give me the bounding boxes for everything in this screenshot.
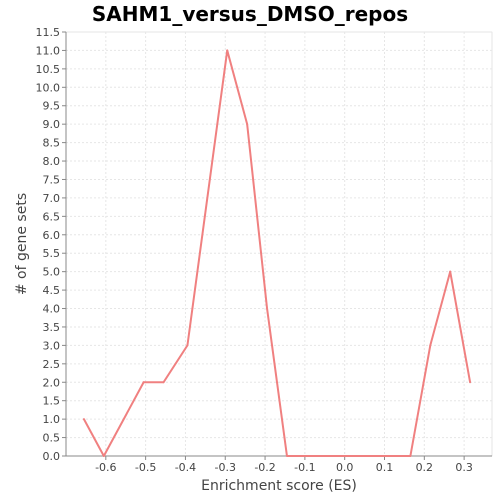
x-tick-label: 0.2 xyxy=(416,461,434,474)
data-point xyxy=(429,344,432,347)
data-point xyxy=(142,381,145,384)
y-tick-label: 3.0 xyxy=(43,339,61,352)
y-tick-label: 3.5 xyxy=(43,321,61,334)
data-point xyxy=(325,455,328,457)
y-tick-label: 4.0 xyxy=(43,303,61,316)
y-tick-label: 7.0 xyxy=(43,192,61,205)
y-tick-label: 9.0 xyxy=(43,118,61,131)
data-point xyxy=(409,455,412,457)
x-tick-label: 0.0 xyxy=(336,461,354,474)
x-tick-label: -0.4 xyxy=(175,461,196,474)
y-tick-label: 8.0 xyxy=(43,155,61,168)
data-point xyxy=(345,455,348,457)
y-tick-label: 7.5 xyxy=(43,173,61,186)
y-tick-label: 0.0 xyxy=(43,450,61,463)
data-point xyxy=(102,455,105,457)
y-tick-label: 1.0 xyxy=(43,413,61,426)
data-point xyxy=(365,455,368,457)
y-tick-label: 10.5 xyxy=(36,63,61,76)
data-point xyxy=(226,49,229,52)
x-tick-label: -0.2 xyxy=(254,461,275,474)
x-tick-label: 0.1 xyxy=(376,461,394,474)
data-point xyxy=(82,418,85,421)
y-tick-label: 5.0 xyxy=(43,266,61,279)
y-tick-label: 1.5 xyxy=(43,395,61,408)
data-point xyxy=(285,455,288,457)
x-tick-label: -0.1 xyxy=(294,461,315,474)
y-tick-label: 6.5 xyxy=(43,210,61,223)
data-point xyxy=(469,381,472,384)
y-tick-label: 11.5 xyxy=(36,26,61,39)
axes: 0.0 0.5 1.0 1.5 2.0 2.5 3.0 3.5 4.0 4.5 5.0 5.5 6.0 6… xyxy=(36,26,492,474)
y-tick-label: 5.5 xyxy=(43,247,61,260)
series-line xyxy=(83,49,472,457)
x-axis-label: Enrichment score (ES) xyxy=(201,478,357,494)
data-point xyxy=(305,455,308,457)
y-axis-label: # of gene sets xyxy=(14,193,30,295)
x-tick-label: -0.5 xyxy=(135,461,156,474)
plot-area xyxy=(65,31,493,457)
y-tick-label: 2.5 xyxy=(43,358,61,371)
y-tick-label: 4.5 xyxy=(43,284,61,297)
y-tick-label: 0.5 xyxy=(43,432,61,445)
y-tick-label: 11.0 xyxy=(36,44,61,57)
y-tick-label: 9.5 xyxy=(43,100,61,113)
y-tick-label: 10.0 xyxy=(36,81,61,94)
x-tick-label: 0.3 xyxy=(455,461,473,474)
x-tick-label: -0.3 xyxy=(215,461,236,474)
y-tick-label: 6.0 xyxy=(43,229,61,242)
series-layer xyxy=(82,49,472,457)
data-point xyxy=(246,123,249,126)
y-tick-label: 2.0 xyxy=(43,376,61,389)
chart-title: SAHM1_versus_DMSO_repos xyxy=(92,2,408,26)
x-tick-label: -0.6 xyxy=(95,461,116,474)
y-tick-label: 8.5 xyxy=(43,137,61,150)
data-point xyxy=(385,455,388,457)
data-point xyxy=(266,307,269,310)
data-point xyxy=(162,381,165,384)
data-point xyxy=(449,270,452,273)
data-point xyxy=(186,344,189,347)
